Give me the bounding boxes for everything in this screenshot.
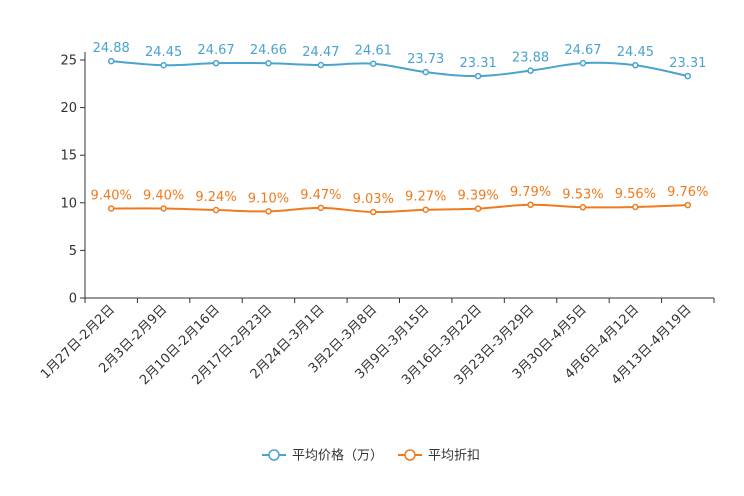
data-point[interactable] [212,59,220,67]
data-label: 9.27% [405,190,446,205]
y-tick-label: 0 [69,292,77,307]
y-tick-label: 20 [60,101,77,116]
data-label: 23.88 [512,51,549,66]
data-point[interactable] [317,204,325,212]
data-label: 24.67 [197,43,234,58]
series-line [111,203,688,214]
data-label: 9.03% [353,192,394,207]
data-point[interactable] [527,67,534,74]
legend-label: 平均价格（万） [292,448,383,464]
data-label: 9.47% [300,188,341,203]
series-layer: 24.88 24.45 24.67 24.66 24.47 24.61 23.73 23.31… [91,41,708,216]
data-point[interactable] [579,59,587,67]
data-label: 24.45 [145,45,182,60]
legend-item-2[interactable]: 平均折扣 [398,449,480,464]
data-label: 9.79% [510,185,551,200]
y-tick-label: 5 [69,244,77,259]
data-point[interactable] [160,61,167,69]
data-point[interactable] [370,208,377,216]
data-label: 23.31 [460,56,497,71]
legend-label: 平均折扣 [428,449,480,464]
data-point[interactable] [107,57,115,65]
data-point[interactable] [107,205,115,212]
data-label: 9.10% [248,191,289,206]
data-point[interactable] [527,201,534,209]
data-point[interactable] [684,72,692,80]
data-point[interactable] [317,61,325,69]
data-point[interactable] [632,203,639,211]
y-tick-label: 10 [60,196,77,211]
data-label: 9.53% [562,187,603,202]
data-label: 24.45 [617,45,654,60]
data-point[interactable] [579,204,587,211]
data-point[interactable] [265,59,272,67]
axes: 05101520251月27日-2月2日2月3日-2月9日2月10日-2月16日… [38,52,715,388]
data-point[interactable] [370,60,377,67]
series-1: 24.88 24.45 24.67 24.66 24.47 24.61 23.73 23.31… [93,41,706,80]
legend-marker-icon [268,449,280,461]
data-point[interactable] [474,205,482,212]
data-label: 23.31 [669,56,706,71]
data-label: 24.66 [250,43,287,58]
data-point[interactable] [265,208,272,215]
data-label: 9.76% [667,185,708,200]
data-label: 9.39% [457,189,498,204]
data-point[interactable] [684,201,692,209]
data-label: 24.88 [93,41,130,56]
data-label: 9.40% [91,189,132,204]
data-point[interactable] [474,72,482,80]
data-point[interactable] [160,205,167,212]
data-point[interactable] [422,206,429,213]
y-tick-label: 15 [60,149,77,164]
data-label: 24.47 [302,45,339,60]
series-2: 9.40% 9.40% 9.24% 9.10% 9.47% 9.03% 9.27% 9.39%… [91,185,708,216]
data-point[interactable] [212,206,220,214]
series-line [111,60,688,78]
data-point[interactable] [422,68,429,76]
data-label: 23.73 [407,52,444,67]
data-label: 24.61 [355,44,392,59]
data-label: 24.67 [564,43,601,58]
data-label: 9.40% [143,189,184,204]
legend-item-1[interactable]: 平均价格（万） [262,448,383,464]
legend[interactable]: 平均价格（万） 平均折扣 [262,448,480,464]
data-label: 9.56% [615,187,656,202]
data-label: 9.24% [195,190,236,205]
y-tick-label: 25 [60,54,77,69]
data-point[interactable] [632,61,639,69]
legend-marker-icon [404,449,416,461]
